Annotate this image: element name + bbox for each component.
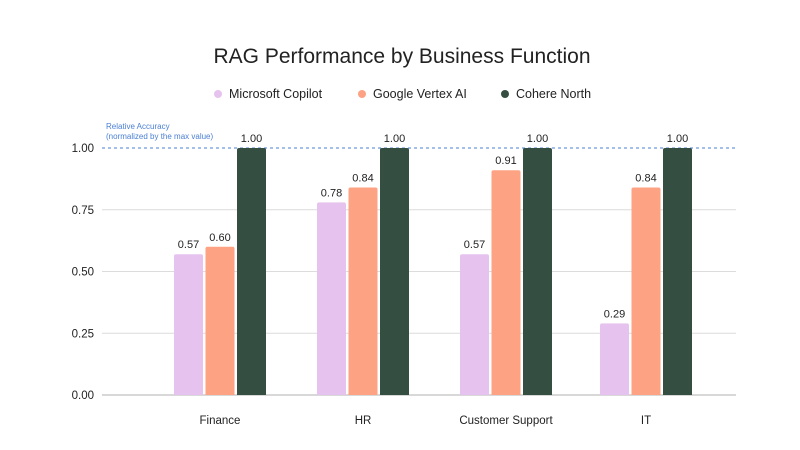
y-tick-label: 0.25	[72, 328, 94, 340]
bar	[460, 254, 489, 395]
data-label: 1.00	[384, 133, 405, 145]
x-tick-label: Customer Support	[459, 415, 553, 427]
x-axis: Finance HR Customer Support IT	[200, 415, 652, 427]
bar	[523, 148, 552, 395]
reference-line-label: Relative Accuracy	[106, 122, 170, 131]
legend-marker	[358, 90, 366, 98]
legend-marker	[501, 90, 509, 98]
x-tick-label: IT	[641, 415, 651, 427]
x-tick-label: HR	[355, 415, 372, 427]
data-label: 0.57	[464, 239, 485, 251]
bar	[491, 170, 521, 395]
data-label: 0.91	[495, 155, 516, 167]
data-label: 0.29	[604, 308, 625, 320]
y-tick-label: 0.75	[72, 205, 94, 217]
data-label: 0.78	[321, 187, 342, 199]
bar	[174, 254, 203, 395]
y-tick-label: 1.00	[72, 143, 94, 155]
data-label: 1.00	[527, 133, 548, 145]
legend: Microsoft Copilot Google Vertex AI Cohere …	[214, 87, 591, 101]
y-tick-label: 0.00	[72, 390, 94, 402]
legend-marker	[214, 90, 222, 98]
data-label: 0.84	[352, 173, 373, 185]
data-label: 0.60	[209, 232, 230, 244]
bar	[600, 323, 629, 395]
reference-line-group: Relative Accuracy(normalized by the max …	[102, 122, 736, 149]
legend-label: Google Vertex AI	[373, 87, 467, 101]
bars-group	[174, 148, 692, 395]
legend-label: Cohere North	[516, 87, 591, 101]
data-label: 0.84	[635, 173, 656, 185]
data-label: 0.57	[178, 239, 199, 251]
bar	[348, 187, 378, 395]
chart-title: RAG Performance by Business Function	[214, 45, 591, 68]
value-labels-group: 0.57 0.78 0.57 0.29 0.60 0.84 0.91 0.84 1.00 1.00…	[178, 133, 688, 320]
y-axis: 0.00 0.25 0.50 0.75 1.00	[72, 143, 94, 402]
legend-label: Microsoft Copilot	[229, 87, 323, 101]
bar	[663, 148, 692, 395]
data-label: 1.00	[667, 133, 688, 145]
bar	[317, 202, 346, 395]
bar	[380, 148, 409, 395]
y-tick-label: 0.50	[72, 267, 94, 279]
reference-line-label: (normalized by the max value)	[106, 132, 213, 141]
bar	[205, 246, 235, 395]
bar	[631, 187, 661, 395]
x-tick-label: Finance	[200, 415, 241, 427]
bar	[237, 148, 266, 395]
data-label: 1.00	[241, 133, 262, 145]
